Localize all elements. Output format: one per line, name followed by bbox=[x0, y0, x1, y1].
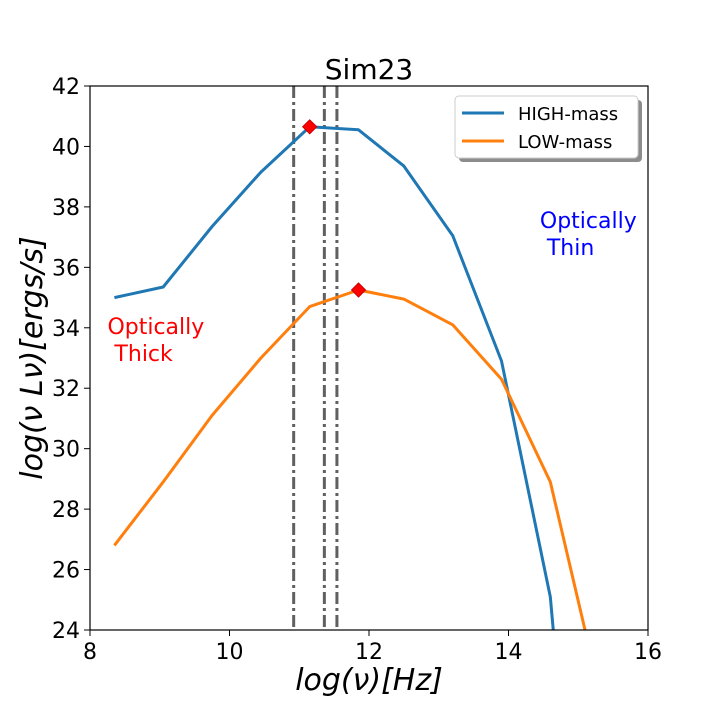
x-tick-label: 14 bbox=[495, 640, 523, 665]
annotation-1: Optically Thin bbox=[540, 209, 637, 261]
y-tick-label: 28 bbox=[52, 498, 80, 523]
y-tick-label: 42 bbox=[52, 75, 80, 100]
x-tick-label: 10 bbox=[216, 640, 244, 665]
legend: HIGH-mass LOW-mass bbox=[454, 95, 642, 162]
y-tick-label: 30 bbox=[52, 438, 80, 463]
vertical-reference-lines bbox=[292, 86, 339, 630]
legend-label-low: LOW-mass bbox=[518, 132, 612, 153]
y-axis-ticks: 24 26 28 30 32 34 36 38 40 42 bbox=[52, 75, 90, 644]
x-tick-label: 8 bbox=[83, 640, 97, 665]
peak-marker-1 bbox=[350, 282, 367, 298]
series-line-high-mass bbox=[114, 125, 555, 630]
y-tick-label: 34 bbox=[52, 317, 80, 342]
x-tick-label: 16 bbox=[634, 640, 662, 665]
peak-markers bbox=[302, 119, 367, 298]
peak-marker-0 bbox=[302, 119, 318, 135]
annotations: Optically Thick Optically Thin bbox=[107, 209, 636, 367]
annotation-0: Optically Thick bbox=[107, 315, 204, 367]
y-tick-label: 24 bbox=[52, 619, 80, 644]
y-tick-label: 32 bbox=[52, 377, 80, 402]
y-tick-label: 26 bbox=[52, 559, 80, 584]
y-axis-label: log(ν Lν)[ergs/s] bbox=[15, 236, 50, 480]
y-tick-label: 38 bbox=[52, 196, 80, 221]
y-tick-label: 40 bbox=[52, 135, 80, 160]
x-axis-ticks: 8 10 12 14 16 bbox=[83, 630, 662, 665]
chart-title: Sim23 bbox=[325, 53, 413, 86]
legend-label-high: HIGH-mass bbox=[518, 104, 618, 125]
x-axis-label: log(ν)[Hz] bbox=[295, 663, 443, 698]
x-tick-label: 12 bbox=[355, 640, 383, 665]
y-tick-label: 36 bbox=[52, 256, 80, 281]
